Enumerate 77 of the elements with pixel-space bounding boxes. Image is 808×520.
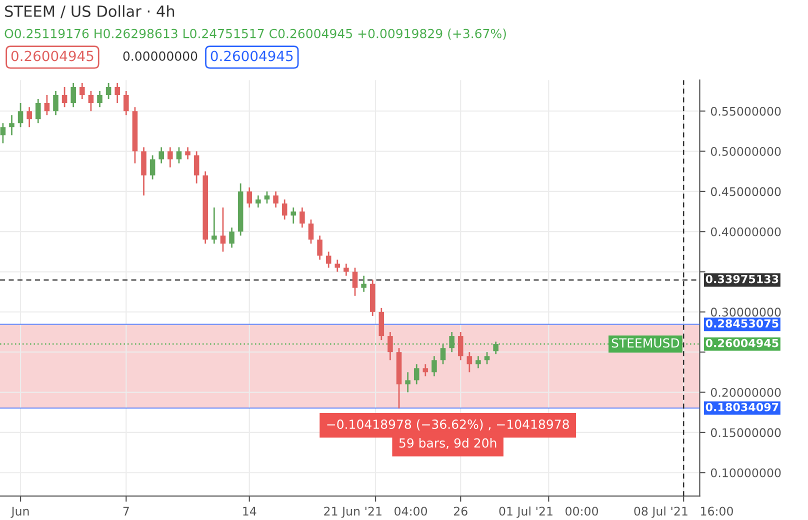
candlestick [414, 363, 420, 385]
candlestick [256, 194, 261, 208]
candlestick [62, 86, 68, 108]
y-tick-label: 0.15000000 [710, 428, 781, 438]
candlestick [70, 82, 76, 108]
x-tick-label: 26 [454, 506, 468, 516]
y-tick-label: 0.30000000 [710, 308, 781, 317]
text: 0.00000000 [123, 51, 198, 61]
x-tick-label: 01 Jul '21 00:00 [499, 506, 598, 518]
candlestick [229, 226, 234, 248]
candlestick [334, 259, 340, 272]
candlestick [449, 331, 454, 353]
candlestick [44, 94, 50, 116]
candlestick [168, 146, 173, 168]
ref-line-label: 0.18034097 [706, 402, 778, 412]
candlestick [493, 340, 498, 355]
candlestick [80, 82, 85, 100]
candlestick [97, 90, 102, 108]
candlestick [36, 98, 41, 124]
candlestick [282, 198, 288, 220]
candlestick [194, 150, 200, 184]
annotation: STEEMUSD [612, 338, 680, 348]
candlestick [326, 250, 332, 268]
chart-title: STEEM / US Dollar · 4h [5, 5, 174, 18]
candlestick [176, 146, 182, 164]
candlestick [317, 234, 322, 260]
candlestick [212, 206, 217, 244]
candlestick [26, 106, 32, 128]
ref-line-label: 0.28453075 [706, 319, 778, 328]
candlestick [388, 331, 393, 361]
x-tick-label: 7 [123, 506, 129, 516]
candlestick [273, 190, 278, 208]
ref-line-label: 0.26004945 [706, 338, 778, 348]
x-tick-label: 14 [243, 506, 256, 516]
candlestick [432, 355, 437, 377]
text: 0.26004945 [11, 50, 94, 62]
ref-line-label: 0.33975133 [706, 274, 778, 284]
candlestick [220, 206, 226, 252]
candlestick [124, 90, 129, 116]
candlestick [422, 363, 428, 377]
candlestick [246, 186, 252, 208]
y-tick-label: 0.45000000 [710, 187, 781, 196]
y-tick-label: 0.50000000 [710, 146, 781, 156]
candlestick [185, 146, 190, 160]
x-tick-label: Jun [10, 506, 29, 518]
candlestick [300, 206, 305, 228]
candlestick [150, 154, 156, 180]
candlestick [88, 90, 94, 112]
candlestick [18, 102, 24, 128]
annotation: −0.10418978 (−36.62%) , −10418978 [327, 419, 569, 430]
candlestick [158, 146, 164, 164]
candlestick [466, 351, 472, 373]
candlestick [0, 122, 6, 144]
candlestick [290, 206, 296, 224]
y-tick-label: 0.55000000 [710, 106, 781, 116]
chart-subtitle: O0.25119176 H0.26298613 L0.24751517 C0.26004945 +0.00919829 (+3.67%) [4, 28, 506, 40]
candlestick [264, 190, 270, 204]
candlestick [458, 331, 464, 361]
y-tick-label: 0.40000000 [710, 227, 781, 236]
y-tick-label: 0.20000000 [710, 388, 781, 397]
candlestick [308, 218, 314, 244]
candlestick [114, 82, 120, 104]
candlestick [476, 355, 481, 369]
candlestick [405, 372, 410, 393]
y-tick-label: 0.10000000 [710, 468, 781, 478]
x-tick-label: 08 Jul '21 16:00 [634, 506, 733, 518]
x-tick-label: 21 Jun '21 04:00 [324, 506, 428, 518]
annotation: 59 bars, 9d 20h [399, 438, 496, 449]
candlestick [106, 82, 112, 100]
candlestick [440, 343, 446, 365]
candlestick [53, 90, 58, 116]
text: 0.26004945 [210, 50, 293, 62]
candlestick [344, 263, 349, 276]
candlestick [361, 275, 366, 293]
candlestick [352, 267, 358, 297]
candlestick [484, 351, 490, 365]
candlestick [9, 114, 14, 136]
